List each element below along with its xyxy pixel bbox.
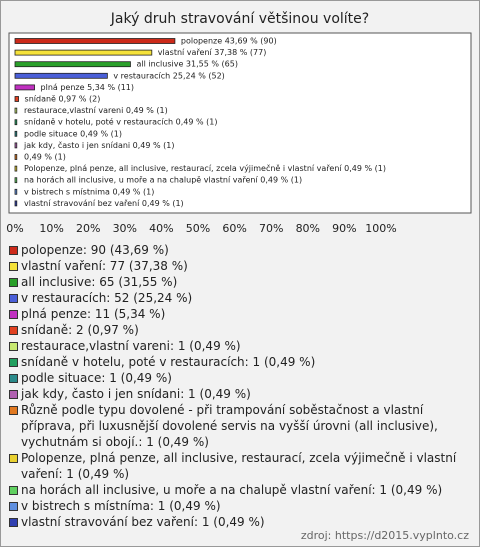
legend-swatch xyxy=(9,390,18,399)
bar xyxy=(14,142,18,149)
x-tick-label: 30% xyxy=(113,222,137,235)
legend-label: na horách all inclusive, u moře a na cha… xyxy=(21,483,443,497)
legend-label: jak kdy, často i jen snídani: 1 (0,49 %) xyxy=(21,387,251,401)
legend-swatch xyxy=(9,294,18,303)
bar-label: 0,49 % (1) xyxy=(24,153,66,162)
legend-item: plná penze: 11 (5,34 %) xyxy=(9,306,471,322)
bar xyxy=(14,61,131,68)
bar-label: vlastní vaření 37,38 % (77) xyxy=(158,48,267,57)
bar-label: restaurace,vlastní vareni 0,49 % (1) xyxy=(24,106,168,115)
x-tick-label: 0% xyxy=(6,222,23,235)
bar xyxy=(14,188,18,195)
legend-swatch xyxy=(9,310,18,319)
legend-swatch xyxy=(9,374,18,383)
legend-label: polopenze: 90 (43,69 %) xyxy=(21,243,169,257)
legend-label: vlastní vaření: 77 (37,38 %) xyxy=(21,259,188,273)
bar xyxy=(14,38,176,44)
bar-label: vlastní stravování bez vaření 0,49 % (1) xyxy=(24,199,184,208)
legend-item: all inclusive: 65 (31,55 %) xyxy=(9,274,471,290)
x-tick-label: 40% xyxy=(149,222,173,235)
legend-item: v bistrech s místníma: 1 (0,49 %) xyxy=(9,498,471,514)
bar-label: jak kdy, často i jen snídani 0,49 % (1) xyxy=(23,140,175,150)
legend-label: snídaně v hotelu, poté v restauracích: 1… xyxy=(21,355,316,369)
legend-item: podle situace: 1 (0,49 %) xyxy=(9,370,471,386)
legend-item: Polopenze, plná penze, all inclusive, re… xyxy=(9,450,471,482)
x-tick-label: 90% xyxy=(332,222,356,235)
bar xyxy=(14,84,35,91)
bar xyxy=(14,96,19,102)
legend-label: restaurace,vlastní vareni: 1 (0,49 %) xyxy=(21,339,241,353)
legend-swatch xyxy=(9,278,18,287)
bar-label: polopenze 43,69 % (90) xyxy=(181,37,277,46)
legend-label: Různě podle typu dovolené - při trampová… xyxy=(21,403,438,449)
legend-label: snídaně: 2 (0,97 %) xyxy=(21,323,139,337)
x-tick-label: 100% xyxy=(365,222,396,235)
bar-label: snídaně v hotelu, poté v restauracích 0,… xyxy=(24,117,217,127)
legend-item: vlastní vaření: 77 (37,38 %) xyxy=(9,258,471,274)
legend-swatch xyxy=(9,342,18,351)
source: zdroj: https://d2015.vyplnto.cz xyxy=(300,529,469,542)
x-tick-label: 80% xyxy=(296,222,320,235)
legend-swatch xyxy=(9,502,18,511)
x-tick-label: 50% xyxy=(186,222,210,235)
chart: Jaký druh stravování většinou volíte? 0%… xyxy=(6,11,472,235)
legend-item: restaurace,vlastní vareni: 1 (0,49 %) xyxy=(9,338,471,354)
bar xyxy=(14,107,18,114)
legend-item: v restauracích: 52 (25,24 %) xyxy=(9,290,471,306)
bar xyxy=(14,154,18,160)
legend-label: podle situace: 1 (0,49 %) xyxy=(21,371,172,385)
bar xyxy=(14,49,153,56)
legend-swatch xyxy=(9,262,18,271)
bar xyxy=(14,165,18,172)
bar-label: v bistrech s místnima 0,49 % (1) xyxy=(24,187,154,196)
legend-swatch xyxy=(9,246,18,255)
legend-item: Různě podle typu dovolené - při trampová… xyxy=(9,402,471,450)
bar xyxy=(14,72,108,79)
x-tick-label: 20% xyxy=(76,222,100,235)
legend-label: v bistrech s místníma: 1 (0,49 %) xyxy=(21,499,221,513)
legend-label: all inclusive: 65 (31,55 %) xyxy=(21,275,178,289)
chart-title: Jaký druh stravování většinou volíte? xyxy=(110,11,369,27)
legend-item: snídaně v hotelu, poté v restauracích: 1… xyxy=(9,354,471,370)
legend-swatch xyxy=(9,454,18,463)
bar-label: podle situace 0,49 % (1) xyxy=(24,129,122,138)
legend: polopenze: 90 (43,69 %) vlastní vaření: 7… xyxy=(9,242,471,530)
bar-label: na horách all inclusive, u moře a na cha… xyxy=(24,176,302,185)
legend-swatch xyxy=(9,406,18,415)
legend-label: vlastní stravování bez vaření: 1 (0,49 %… xyxy=(21,515,265,529)
bar xyxy=(14,200,18,207)
legend-label: v restauracích: 52 (25,24 %) xyxy=(21,291,193,305)
legend-label: Polopenze, plná penze, all inclusive, re… xyxy=(21,451,457,481)
bar-label: snídaně 0,97 % (2) xyxy=(25,95,101,104)
legend-swatch xyxy=(9,518,18,527)
bar-label: v restauracích 25,24 % (52) xyxy=(113,71,224,80)
bar-label: plná penze 5,34 % (11) xyxy=(41,83,134,92)
x-tick-label: 10% xyxy=(39,222,63,235)
bar xyxy=(14,130,18,137)
x-tick-label: 60% xyxy=(222,222,246,235)
legend-swatch xyxy=(9,486,18,495)
legend-item: polopenze: 90 (43,69 %) xyxy=(9,242,471,258)
x-tick-label: 70% xyxy=(259,222,283,235)
bar xyxy=(14,119,18,126)
legend-swatch xyxy=(9,358,18,367)
legend-label: plná penze: 11 (5,34 %) xyxy=(21,307,166,321)
legend-item: vlastní stravování bez vaření: 1 (0,49 %… xyxy=(9,514,471,530)
legend-item: jak kdy, často i jen snídani: 1 (0,49 %) xyxy=(9,386,471,402)
legend-item: snídaně: 2 (0,97 %) xyxy=(9,322,471,338)
legend-item: na horách all inclusive, u moře a na cha… xyxy=(9,482,471,498)
bar xyxy=(14,177,18,184)
bar-label: all inclusive 31,55 % (65) xyxy=(136,60,237,69)
bar-label: Polopenze, plná penze, all inclusive, re… xyxy=(24,163,386,173)
legend-swatch xyxy=(9,326,18,335)
